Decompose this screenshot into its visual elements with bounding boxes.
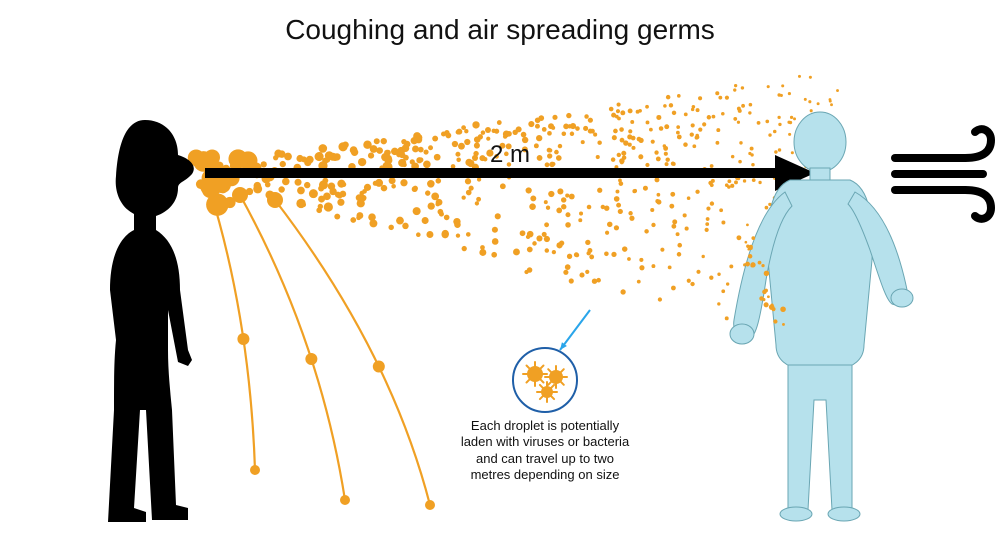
infographic-stage: Coughing and air spreading germs 2 m Eac… xyxy=(0,0,1000,537)
droplet-trajectories xyxy=(202,182,435,510)
magnifier-callout xyxy=(513,310,590,412)
callout-text: Each droplet is potentially laden with v… xyxy=(455,418,635,483)
wind-icon xyxy=(895,129,991,219)
distance-label: 2 m xyxy=(470,141,550,169)
source-person-silhouette xyxy=(108,120,194,522)
